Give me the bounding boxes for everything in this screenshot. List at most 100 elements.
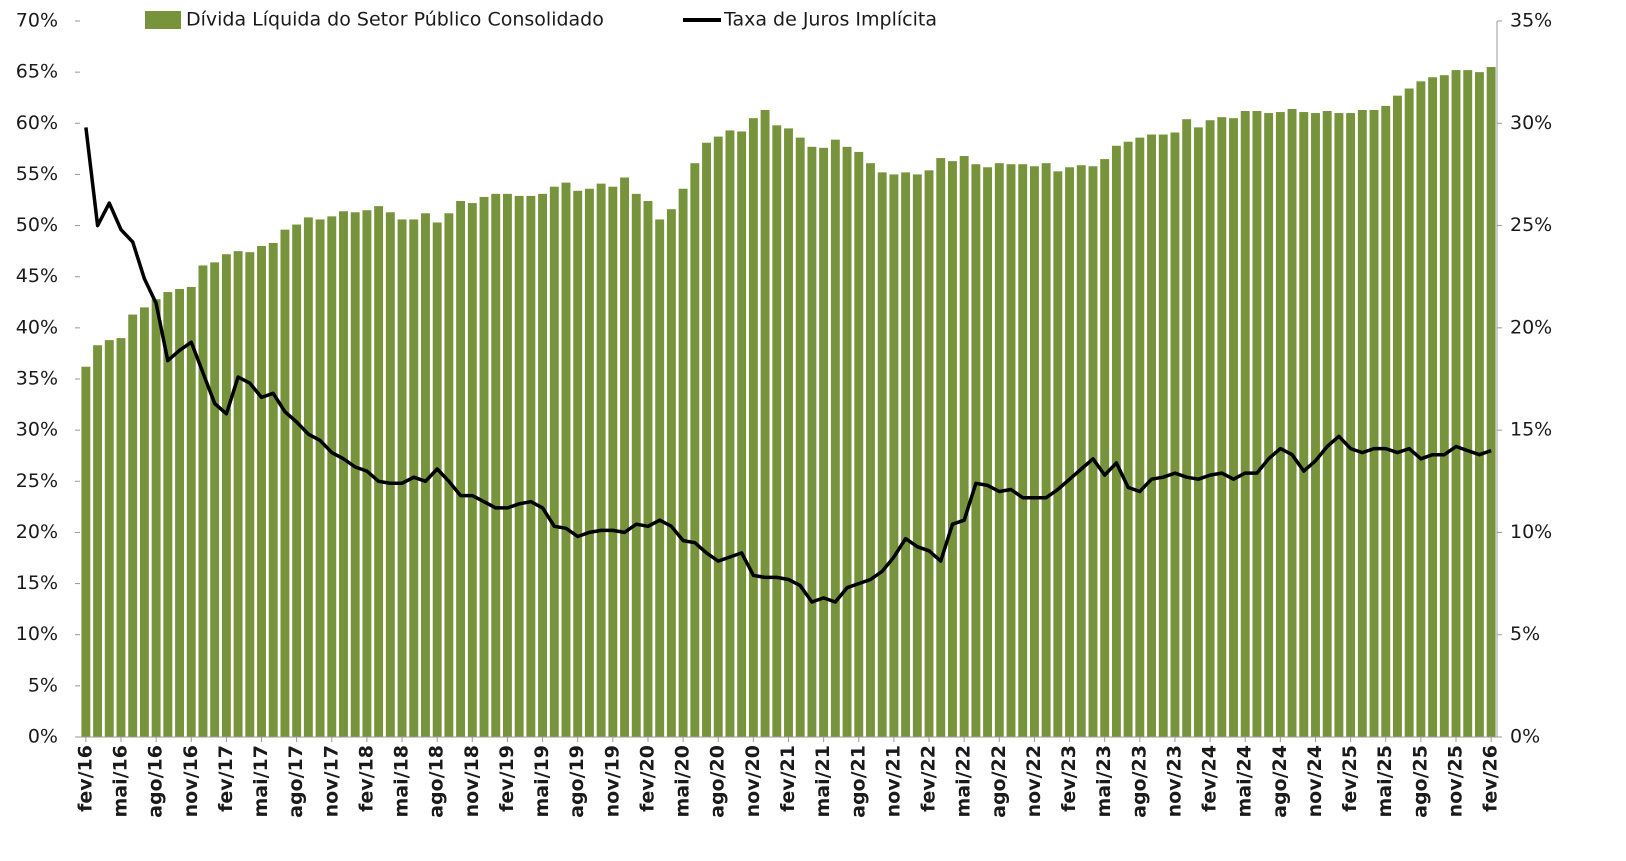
x-tick-label: mai/18 <box>391 745 413 818</box>
x-tick-label: ago/23 <box>1128 745 1150 818</box>
legend-label: Dívida Líquida do Setor Público Consolid… <box>186 9 604 31</box>
bar <box>175 288 184 737</box>
bar <box>280 229 290 738</box>
x-tick-label: ago/24 <box>1269 745 1291 818</box>
bar <box>901 172 911 737</box>
bar <box>538 193 548 737</box>
x-tick-label: fev/24 <box>1199 745 1221 812</box>
bar <box>936 158 946 737</box>
y2-tick-label: 25% <box>1510 214 1552 236</box>
x-tick-label: ago/21 <box>847 745 869 818</box>
bar <box>784 128 793 737</box>
bar <box>1158 134 1168 738</box>
bar <box>1123 141 1133 737</box>
bar <box>1229 118 1238 737</box>
bar <box>561 182 571 737</box>
y-tick-label: 35% <box>16 368 58 390</box>
bar <box>93 345 103 737</box>
x-tick-label: nov/18 <box>461 745 483 817</box>
y2-tick-label: 10% <box>1510 521 1552 543</box>
bar <box>959 156 969 737</box>
y2-tick-label: 20% <box>1510 316 1552 338</box>
x-tick-label: nov/23 <box>1163 745 1185 817</box>
x-tick-label: ago/18 <box>426 745 448 818</box>
bar <box>514 195 524 737</box>
x-tick-label: mai/25 <box>1374 745 1396 818</box>
bar <box>1474 72 1484 737</box>
y-tick-label: 20% <box>16 521 58 543</box>
bar <box>163 292 173 737</box>
y2-tick-label: 30% <box>1510 112 1552 134</box>
x-tick-label: nov/25 <box>1445 745 1467 817</box>
bar <box>245 252 255 737</box>
bar <box>479 196 489 738</box>
bar <box>128 314 138 737</box>
bar <box>643 201 653 738</box>
y2-tick-label: 0% <box>1510 726 1540 748</box>
bar <box>456 201 466 738</box>
x-tick-label: mai/19 <box>531 745 553 818</box>
bar <box>1018 164 1028 737</box>
bar <box>1088 166 1098 737</box>
x-tick-label: fev/26 <box>1480 745 1502 812</box>
bar <box>385 212 395 737</box>
bar <box>1065 167 1075 738</box>
bar <box>1053 171 1063 738</box>
legend-swatch <box>145 11 181 29</box>
y-tick-label: 30% <box>16 419 58 441</box>
bar <box>924 170 934 737</box>
x-tick-label: mai/22 <box>953 745 975 818</box>
bar <box>444 213 454 738</box>
y-tick-label: 50% <box>16 214 58 236</box>
y-tick-label: 5% <box>28 674 58 696</box>
bar <box>339 211 348 737</box>
y-tick-label: 60% <box>16 112 58 134</box>
bar <box>690 163 700 738</box>
bar <box>1322 111 1332 738</box>
bar <box>1029 166 1039 737</box>
bar <box>374 206 384 737</box>
y-tick-label: 10% <box>16 623 58 645</box>
bar <box>1240 111 1250 738</box>
bar <box>573 190 583 737</box>
bar <box>397 219 407 738</box>
y-tick-label: 55% <box>16 163 58 185</box>
x-tick-label: mai/24 <box>1234 745 1256 818</box>
bar <box>1357 109 1367 737</box>
y2-tick-label: 15% <box>1510 419 1552 441</box>
bar <box>502 193 512 737</box>
x-tick-label: nov/20 <box>742 745 764 817</box>
bar <box>1381 105 1391 737</box>
bar <box>702 142 711 738</box>
bar <box>186 286 196 737</box>
x-tick-label: ago/19 <box>566 745 588 818</box>
bar <box>1217 117 1227 738</box>
bar <box>491 193 501 737</box>
bar <box>725 130 735 738</box>
bar <box>795 137 805 737</box>
legend-label: Taxa de Juros Implícita <box>723 9 937 31</box>
x-tick-label: fev/16 <box>74 745 96 812</box>
bar <box>807 146 817 738</box>
x-tick-label: ago/17 <box>285 745 307 818</box>
bar <box>327 216 337 737</box>
bar <box>842 146 852 738</box>
bar <box>526 195 536 737</box>
bar <box>1416 81 1426 737</box>
x-tick-label: fev/21 <box>777 745 799 812</box>
bar <box>1393 95 1402 737</box>
bar <box>737 131 747 737</box>
bar <box>1275 112 1285 737</box>
bar <box>889 174 899 737</box>
bar <box>877 172 887 737</box>
bar <box>350 212 360 737</box>
bar <box>268 242 278 737</box>
bar <box>1147 134 1156 738</box>
bar <box>315 219 325 738</box>
bar <box>912 174 922 737</box>
bar <box>620 177 629 738</box>
bar <box>666 209 676 738</box>
bar <box>1439 75 1449 737</box>
bar <box>151 299 161 737</box>
x-tick-label: nov/22 <box>1023 745 1045 817</box>
